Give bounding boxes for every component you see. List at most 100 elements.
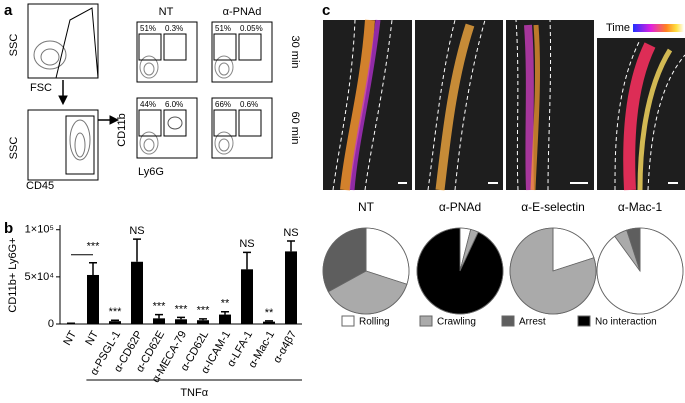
flow-plot bbox=[211, 21, 273, 83]
panel-label: b bbox=[4, 220, 13, 237]
y-tick-label: 1×10⁵ bbox=[25, 224, 54, 236]
error-bar bbox=[177, 316, 185, 320]
flow-plot bbox=[136, 21, 198, 83]
y-axis-label: CD11b+ Ly6G+ bbox=[7, 237, 19, 312]
group-label: TNFα bbox=[180, 387, 208, 399]
row-label: 30 min bbox=[289, 35, 301, 68]
axis-label: SSC bbox=[8, 34, 20, 57]
microscopy-images bbox=[323, 19, 685, 191]
error-bar bbox=[89, 261, 97, 275]
significance-label: ** bbox=[221, 298, 230, 310]
error-bar bbox=[265, 320, 273, 322]
flow-plot bbox=[211, 97, 273, 159]
error-bar bbox=[111, 319, 119, 322]
gate-percent: 51% bbox=[215, 24, 231, 33]
gating-plots bbox=[27, 3, 120, 181]
error-bar bbox=[287, 240, 295, 252]
pie-outline bbox=[416, 227, 504, 315]
significance-label: ** bbox=[265, 307, 274, 319]
error-bar bbox=[221, 310, 229, 315]
bar bbox=[109, 321, 121, 324]
contour bbox=[214, 131, 234, 155]
legend-label: Rolling bbox=[359, 317, 390, 328]
flow-plot bbox=[136, 97, 198, 159]
gate bbox=[163, 33, 187, 61]
legend-swatch bbox=[501, 315, 515, 327]
row-label: 60 min bbox=[289, 111, 301, 144]
gate bbox=[238, 109, 262, 137]
gate-percent: 44% bbox=[140, 100, 156, 109]
axis-label: SSC bbox=[8, 137, 20, 160]
significance-label: NS bbox=[283, 227, 298, 239]
bar bbox=[219, 314, 231, 324]
bar bbox=[175, 319, 187, 324]
gate bbox=[163, 109, 187, 137]
axis-label: CD11b bbox=[116, 113, 128, 146]
legend-label: Crawling bbox=[437, 317, 476, 328]
contour bbox=[218, 138, 230, 152]
bar bbox=[241, 269, 253, 324]
pie-title: NT bbox=[358, 200, 375, 214]
panel-label: c bbox=[322, 2, 330, 19]
bar bbox=[87, 274, 99, 324]
pie-outline bbox=[509, 227, 597, 315]
contour bbox=[143, 62, 155, 76]
significance-label: *** bbox=[175, 303, 189, 315]
pie-slice bbox=[416, 227, 504, 315]
significance-label: *** bbox=[87, 241, 101, 253]
pie-title: α-PNAd bbox=[439, 200, 481, 214]
axis-label: CD45 bbox=[26, 180, 54, 192]
error-bar bbox=[155, 313, 163, 319]
gate-percent: 6.0% bbox=[165, 100, 183, 109]
axis-label: FSC bbox=[30, 82, 52, 94]
gate bbox=[138, 109, 162, 137]
contour bbox=[139, 131, 159, 155]
colorbar-label: Time bbox=[606, 22, 630, 34]
x-tick-label: NT bbox=[83, 329, 101, 348]
axis-label: Ly6G bbox=[138, 166, 164, 178]
legend-label: No interaction bbox=[595, 317, 657, 328]
gate bbox=[213, 109, 237, 137]
gate bbox=[238, 33, 262, 61]
legend-swatch bbox=[577, 315, 591, 327]
legend-swatch bbox=[419, 315, 433, 327]
contour bbox=[167, 116, 183, 130]
pie-title: α-Mac-1 bbox=[618, 200, 663, 214]
error-bar bbox=[243, 251, 251, 270]
gate-percent: 0.05% bbox=[240, 24, 263, 33]
panel-label: a bbox=[4, 2, 13, 19]
contour bbox=[214, 55, 234, 79]
pie-outline bbox=[596, 227, 684, 315]
y-tick-label: 5×10⁴ bbox=[24, 271, 54, 283]
bar bbox=[197, 320, 209, 324]
contour bbox=[218, 62, 230, 76]
legend-label: Arrest bbox=[519, 317, 546, 328]
gate-percent: 66% bbox=[215, 100, 231, 109]
gate-percent: 51% bbox=[140, 24, 156, 33]
error-bar bbox=[133, 238, 141, 262]
error-bar bbox=[199, 318, 207, 321]
contour bbox=[139, 55, 159, 79]
bar bbox=[263, 321, 275, 324]
x-tick-label: NT bbox=[61, 329, 79, 348]
colorbar bbox=[633, 24, 684, 32]
bar bbox=[153, 318, 165, 324]
significance-label: NS bbox=[129, 225, 144, 237]
pie-title: α-E-selectin bbox=[521, 200, 585, 214]
significance-label: *** bbox=[109, 306, 123, 318]
gate bbox=[213, 33, 237, 61]
bar bbox=[131, 261, 143, 324]
pie-outline bbox=[322, 227, 410, 315]
contour bbox=[143, 138, 155, 152]
gate-percent: 0.6% bbox=[240, 100, 258, 109]
gate bbox=[138, 33, 162, 61]
legend-swatch bbox=[341, 315, 355, 327]
bar bbox=[285, 251, 297, 324]
column-label: α-PNAd bbox=[223, 6, 262, 18]
significance-label: NS bbox=[239, 238, 254, 250]
significance-label: *** bbox=[197, 305, 211, 317]
significance-label: *** bbox=[153, 300, 167, 312]
column-label: NT bbox=[159, 6, 174, 18]
